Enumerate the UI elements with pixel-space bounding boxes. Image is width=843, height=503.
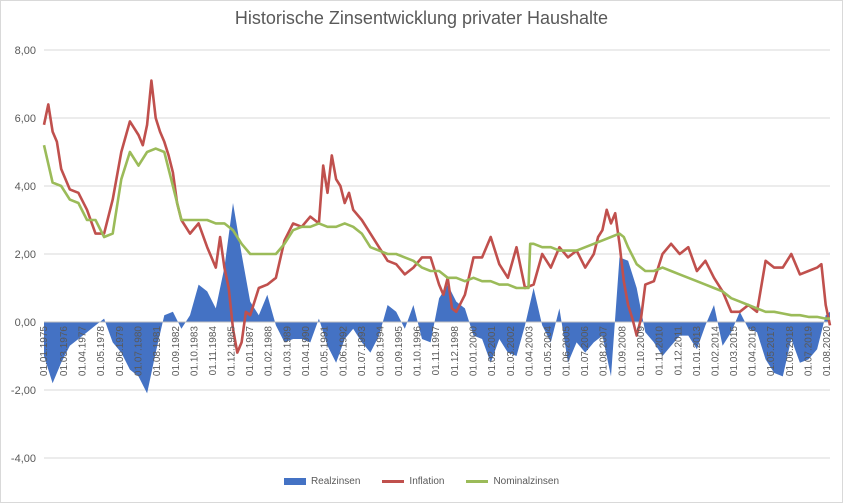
x-tick-label-25: 01.03.2002 [506, 326, 517, 376]
legend-item-realzinsen: Realzinsen [283, 476, 361, 487]
x-tick-label-26: 01.04.2003 [524, 326, 535, 376]
series-area-realzinsen [44, 203, 830, 394]
x-tick-label-40: 01.06.2018 [785, 326, 796, 376]
x-tick-label-2: 01.04.1977 [78, 326, 89, 376]
x-tick-label-36: 01.02.2014 [710, 326, 721, 376]
y-tick-label-2: 4,00 [15, 181, 36, 193]
x-tick-label-21: 01.11.1997 [431, 326, 442, 376]
x-tick-label-38: 01.04.2016 [748, 326, 759, 376]
x-tick-label-29: 01.07.2006 [580, 326, 591, 376]
x-tick-label-37: 01.03.2015 [729, 326, 740, 376]
x-tick-label-23: 01.01.2000 [469, 326, 480, 376]
x-tick-label-13: 01.03.1989 [282, 326, 293, 376]
x-tick-label-41: 01.07.2019 [804, 326, 815, 376]
x-tick-label-8: 01.10.1983 [189, 326, 200, 376]
realzinsen-area-layer [44, 203, 830, 394]
y-tick-label-4: 0,00 [15, 317, 36, 329]
series-line-nominalzinsen [42, 144, 830, 320]
gridlines [44, 49, 830, 459]
y-tick-label-1: 6,00 [15, 113, 36, 125]
x-tick-label-24: 01.02.2001 [487, 326, 498, 376]
x-tick-label-10: 01.12.1985 [227, 326, 238, 376]
x-tick-label-35: 01.01.2013 [692, 326, 703, 376]
x-tick-label-19: 01.09.1995 [394, 326, 405, 376]
x-tick-label-18: 01.08.1994 [375, 326, 386, 376]
y-tick-labels: 8,00 6,00 4,00 2,00 0,00 -2,00 -4,00 [11, 45, 36, 465]
x-tick-label-33: 01.11.2010 [655, 326, 666, 376]
x-tick-label-39: 01.05.2017 [766, 326, 777, 376]
x-tick-label-28: 01.06.2005 [562, 326, 573, 376]
legend-item-inflation: Inflation [382, 476, 444, 487]
x-tick-label-32: 01.10.2009 [636, 326, 647, 376]
x-tick-label-12: 01.02.1988 [264, 326, 275, 376]
x-tick-label-14: 01.04.1990 [301, 326, 312, 376]
x-tick-label-3: 01.05.1978 [96, 326, 107, 376]
x-tick-label-27: 01.05.2004 [543, 326, 554, 376]
legend-item-nominalzinsen: Nominalzinsen [466, 476, 559, 487]
x-tick-label-0: 01.01.1975 [39, 326, 50, 376]
x-tick-label-4: 01.06.1979 [115, 326, 126, 376]
x-tick-label-6: 01.08.1981 [152, 326, 163, 376]
y-tick-label-6: -4,00 [11, 453, 36, 465]
chart-legend: Realzinsen Inflation Nominalzinsen [0, 476, 843, 487]
chart-title: Historische Zinsentwicklung privater Hau… [234, 8, 609, 28]
x-tick-label-7: 01.09.1982 [171, 326, 182, 376]
x-tick-label-22: 01.12.1998 [450, 326, 461, 376]
series-line-inflation [42, 79, 832, 354]
x-tick-label-5: 01.07.1980 [133, 326, 144, 376]
x-tick-label-20: 01.10.1996 [413, 326, 424, 376]
x-tick-label-1: 01.03.1976 [59, 326, 70, 376]
x-tick-labels: 01.01.1975 01.03.1976 01.04.1977 01.05.1978… [39, 326, 833, 376]
y-tick-label-0: 8,00 [15, 45, 36, 57]
legend-swatch-inflation [382, 480, 405, 483]
x-tick-label-15: 01.05.1991 [320, 326, 331, 376]
legend-label-realzinsen: Realzinsen [310, 476, 361, 487]
x-tick-label-16: 01.06.1992 [338, 326, 349, 376]
y-tick-label-3: 2,00 [15, 249, 36, 261]
x-tick-label-34: 01.12.2011 [673, 326, 684, 376]
series-lines-layer [42, 79, 832, 354]
legend-label-nominalzinsen: Nominalzinsen [493, 476, 560, 487]
legend-swatch-nominalzinsen [466, 480, 489, 483]
x-tick-label-30: 01.08.2007 [599, 326, 610, 376]
x-tick-label-11: 01.01.1987 [245, 326, 256, 376]
y-tick-label-5: -2,00 [11, 385, 36, 397]
x-tick-label-9: 01.11.1984 [208, 326, 219, 376]
x-tick-label-17: 01.07.1993 [357, 326, 368, 376]
x-tick-label-42: 01.08.2020 [822, 326, 833, 376]
legend-label-inflation: Inflation [409, 476, 445, 487]
legend-swatch-realzinsen [283, 478, 306, 485]
x-tick-label-31: 01.09.2008 [617, 326, 628, 376]
